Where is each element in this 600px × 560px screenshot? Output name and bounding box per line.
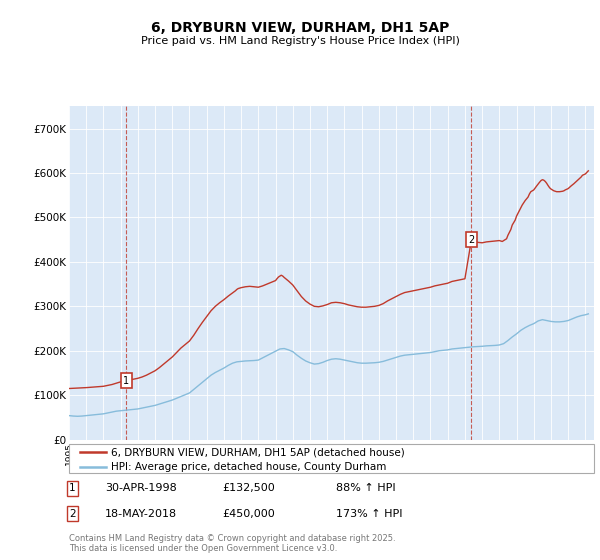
Text: Contains HM Land Registry data © Crown copyright and database right 2025.
This d: Contains HM Land Registry data © Crown c… xyxy=(69,534,395,553)
Text: 2: 2 xyxy=(469,235,475,245)
Text: £132,500: £132,500 xyxy=(222,483,275,493)
Text: 6, DRYBURN VIEW, DURHAM, DH1 5AP: 6, DRYBURN VIEW, DURHAM, DH1 5AP xyxy=(151,21,449,35)
Text: 1: 1 xyxy=(123,376,130,386)
Text: 1: 1 xyxy=(69,483,76,493)
Text: £450,000: £450,000 xyxy=(222,508,275,519)
Text: 88% ↑ HPI: 88% ↑ HPI xyxy=(336,483,395,493)
Text: 173% ↑ HPI: 173% ↑ HPI xyxy=(336,508,403,519)
Text: 6, DRYBURN VIEW, DURHAM, DH1 5AP (detached house): 6, DRYBURN VIEW, DURHAM, DH1 5AP (detach… xyxy=(111,447,405,457)
Text: HPI: Average price, detached house, County Durham: HPI: Average price, detached house, Coun… xyxy=(111,462,386,472)
Text: Price paid vs. HM Land Registry's House Price Index (HPI): Price paid vs. HM Land Registry's House … xyxy=(140,36,460,46)
Text: 30-APR-1998: 30-APR-1998 xyxy=(105,483,177,493)
Text: 18-MAY-2018: 18-MAY-2018 xyxy=(105,508,177,519)
Text: 2: 2 xyxy=(69,508,76,519)
